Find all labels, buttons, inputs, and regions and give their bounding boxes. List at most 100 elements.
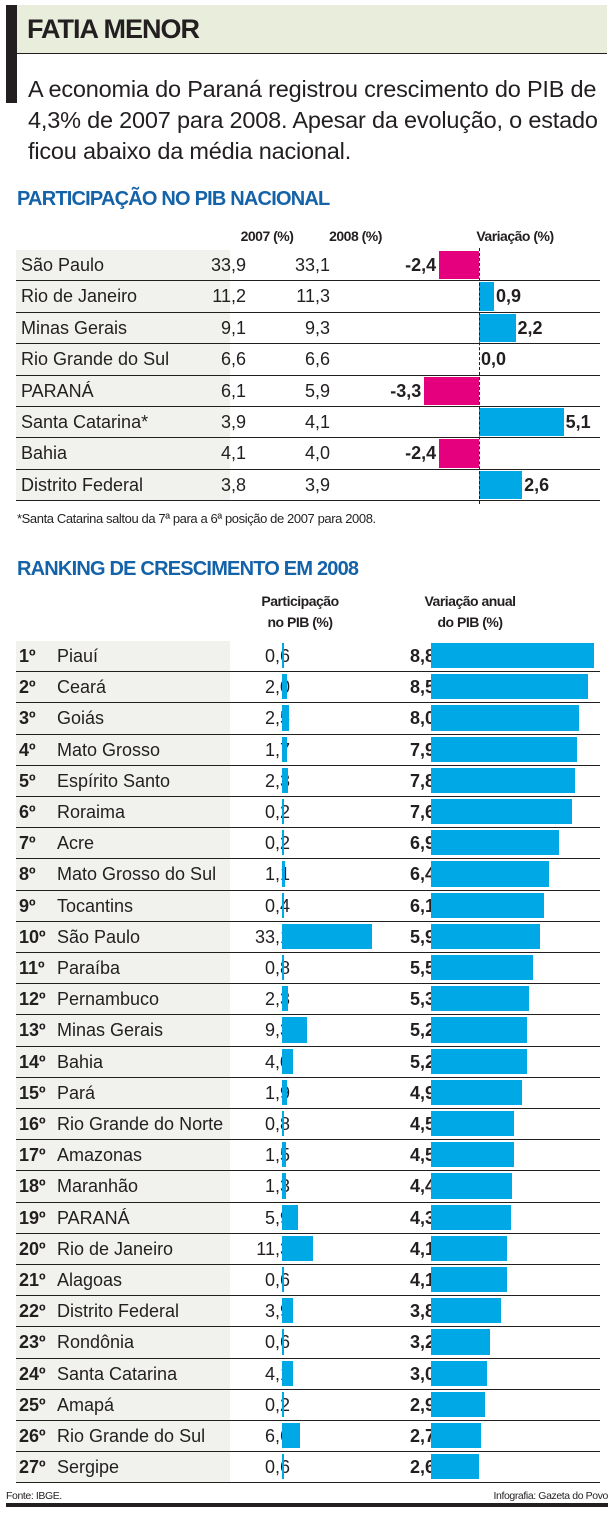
table-row: Rio de Janeiro 11,2 11,3 — [16, 281, 600, 313]
table-row: 18º Maranhão 1,3 4,4 — [16, 1171, 600, 1203]
participacao-bar — [282, 1267, 284, 1293]
row-divider — [16, 671, 600, 673]
rank-label: 8º — [19, 864, 36, 885]
row-divider — [16, 437, 600, 439]
value-2007: 4,1 — [220, 443, 246, 464]
participacao-value: 33,1 — [254, 926, 290, 947]
variacao-bar — [431, 1298, 502, 1324]
rank-label: 6º — [19, 802, 36, 822]
participacao-bar — [282, 705, 289, 731]
state-name: Pará — [57, 1082, 96, 1103]
variacao-value: 6,1 — [409, 895, 435, 916]
variacao-value: 7,9 — [409, 739, 435, 760]
variacao-value: 8,0 — [409, 708, 435, 729]
row-divider — [16, 702, 600, 704]
variacao-bar — [431, 1048, 528, 1074]
table-row: 22º Distrito Federal 3,9 3,8 — [16, 1296, 600, 1328]
state-name: Minas Gerais — [57, 1020, 164, 1041]
row-divider — [16, 1451, 600, 1453]
state-name: Paraíba — [57, 958, 121, 978]
variacao-value: 5,5 — [409, 958, 435, 978]
variacao-bar — [431, 986, 530, 1012]
variation-label: 2,2 — [517, 317, 543, 338]
state-name: Rio Grande do Norte — [57, 1114, 224, 1134]
state-name: Alagoas — [57, 1270, 123, 1290]
variacao-value: 4,1 — [409, 1270, 435, 1290]
variacao-bar — [431, 1017, 528, 1043]
value-2008: 6,6 — [304, 349, 330, 370]
row-divider — [16, 1263, 600, 1265]
state-name: Bahia — [21, 443, 68, 464]
variacao-bar — [431, 1454, 480, 1480]
state-name: Distrito Federal — [21, 474, 144, 495]
table-row: Distrito Federal 3,8 3,9 — [16, 470, 600, 502]
value-2008: 4,1 — [304, 412, 330, 432]
value-2007: 6,6 — [220, 349, 246, 370]
participacao-bar — [282, 1235, 313, 1261]
name-column-bg-ranking — [16, 641, 230, 1483]
row-divider — [16, 1357, 600, 1359]
state-name: Rio Grande do Sul — [21, 349, 170, 370]
rank-label: 14º — [19, 1051, 46, 1072]
row-divider — [16, 1419, 600, 1421]
variacao-bar — [431, 799, 572, 825]
variacao-value: 3,2 — [409, 1332, 435, 1353]
rank-label: 9º — [19, 895, 36, 916]
variacao-value: 4,3 — [409, 1207, 435, 1228]
section-title-ranking: RANKING DE CRESCIMENTO EM 2008 — [17, 558, 359, 580]
rank-label: 1º — [19, 646, 36, 666]
variation-label: 0,0 — [481, 349, 507, 370]
participacao-bar — [282, 986, 289, 1012]
value-2007: 11,2 — [212, 286, 246, 307]
variacao-bar — [431, 1204, 511, 1230]
rank-label: 24º — [19, 1363, 46, 1384]
state-name: Tocantins — [57, 895, 134, 916]
variacao-value: 2,7 — [409, 1426, 435, 1446]
col-head-variacao-line1: Variação anual — [424, 593, 516, 609]
value-2008: 3,9 — [304, 474, 330, 495]
rank-label: 11º — [19, 958, 45, 978]
variacao-bar — [431, 705, 579, 731]
variation-label: -2,4 — [405, 443, 437, 464]
row-divider — [16, 500, 600, 502]
variacao-bar — [431, 1267, 507, 1293]
table-row: São Paulo 33,9 33,1 — [16, 250, 600, 282]
participacao-bar — [282, 1142, 287, 1168]
rank-label: 13º — [19, 1020, 46, 1041]
variacao-value: 5,9 — [409, 926, 435, 947]
rank-label: 3º — [19, 708, 36, 729]
col-head-variacao: Variação (%) — [476, 228, 554, 244]
table-row: 23º Rondônia 0,6 3,2 — [16, 1327, 600, 1359]
participacao-value: 0,8 — [264, 1114, 290, 1134]
row-divider — [16, 827, 600, 829]
value-2007: 9,1 — [220, 317, 246, 338]
variacao-bar — [431, 1111, 515, 1137]
rank-label: 18º — [19, 1176, 46, 1197]
variacao-bar — [431, 955, 533, 981]
row-divider — [16, 1045, 600, 1047]
rank-label: 27º — [19, 1457, 46, 1478]
row-divider — [16, 983, 600, 985]
rank-label: 20º — [19, 1238, 46, 1259]
table-row: 25º Amapá 0,2 2,9 — [16, 1390, 600, 1421]
value-2007: 6,1 — [220, 380, 246, 401]
variacao-value: 6,9 — [409, 833, 435, 854]
source-credit: Fonte: IBGE. — [6, 1490, 62, 1502]
row-divider — [16, 889, 600, 891]
row-divider — [16, 1139, 600, 1141]
variacao-value: 3,0 — [409, 1363, 435, 1384]
variacao-bar — [431, 861, 550, 887]
table-row: 5º Espírito Santo 2,3 7,8 — [16, 766, 600, 797]
participacao-bar — [282, 1454, 284, 1480]
participacao-bar — [282, 1298, 293, 1324]
col-head-variacao-anual: Variação anual do PIB (%) — [405, 591, 535, 633]
accent-bar — [6, 5, 17, 103]
variacao-bar — [431, 1173, 513, 1199]
participacao-bar — [282, 799, 284, 825]
variation-bar-positive — [479, 282, 494, 311]
row-divider — [16, 1388, 600, 1390]
row-divider — [16, 1201, 600, 1203]
participacao-value: 0,2 — [264, 1394, 290, 1415]
table-row: 10º São Paulo 33,1 5,9 — [16, 922, 600, 953]
value-2008: 9,3 — [304, 317, 330, 338]
